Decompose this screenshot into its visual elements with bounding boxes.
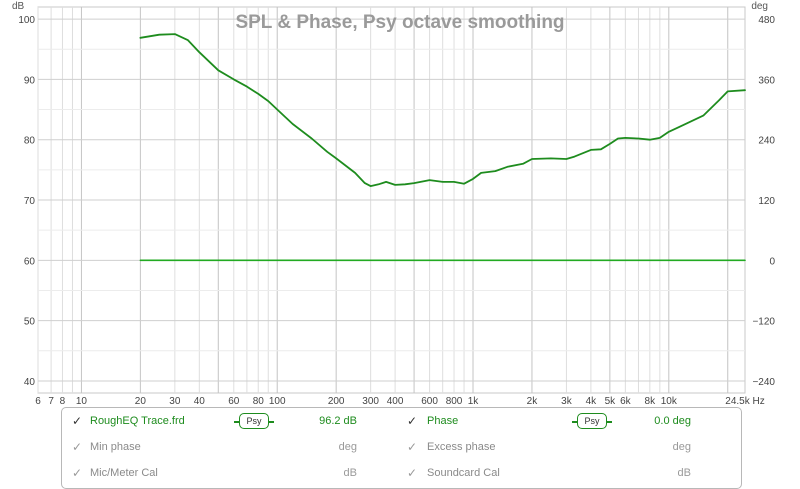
- y-right-tick-label: 120: [758, 196, 775, 207]
- phase-psy-button[interactable]: Psy: [577, 413, 607, 429]
- x-tick-label: 300: [362, 396, 379, 407]
- y-left-tick-label: 70: [24, 196, 36, 207]
- y-right-tick-label: 480: [758, 15, 775, 26]
- trace-value: 96.2 dB: [319, 415, 357, 427]
- x-tick-label: 3k: [561, 396, 573, 407]
- min-phase-label: Min phase: [90, 441, 141, 453]
- y-right-tick-label: 0: [769, 256, 775, 267]
- mic-cal-value: dB: [343, 467, 357, 479]
- y-left-tick-label: 100: [18, 15, 35, 26]
- soundcard-cal-checkbox[interactable]: ✓: [407, 466, 418, 480]
- phase-label: Phase: [427, 415, 459, 427]
- y-left-tick-label: 60: [24, 256, 36, 267]
- legend-row-cal: ✓ Mic/Meter Cal dB ✓ Soundcard Cal dB: [62, 464, 741, 486]
- x-tick-label: 24.5k Hz: [725, 396, 764, 407]
- x-tick-label: 5k: [605, 396, 617, 407]
- x-tick-label: 20: [135, 396, 147, 407]
- x-tick-label: 100: [269, 396, 286, 407]
- legend-row-min-phase: ✓ Min phase deg ✓ Excess phase deg: [62, 438, 741, 460]
- phase-checkbox[interactable]: ✓: [407, 414, 418, 428]
- legend-panel: ✓ RoughEQ Trace.frd Psy 96.2 dB ✓ Phase …: [61, 407, 742, 489]
- chart-ticks: 6 7 8 10 20 30 40 60 80 100 200 300 400 600 800 1k 2k 3k 4…: [18, 15, 775, 407]
- mic-cal-label: Mic/Meter Cal: [90, 467, 158, 479]
- chart-series: [139, 33, 746, 262]
- y-left-tick-label: 90: [24, 75, 36, 86]
- left-unit-label: dB: [12, 1, 25, 12]
- y-left-tick-label: 40: [24, 377, 36, 388]
- x-tick-label: 8: [60, 396, 66, 407]
- x-tick-label: 1k: [468, 396, 480, 407]
- x-tick-label: 200: [328, 396, 345, 407]
- x-tick-label: 10: [76, 396, 88, 407]
- y-right-tick-label: 360: [758, 75, 775, 86]
- x-tick-label: 60: [228, 396, 240, 407]
- soundcard-cal-value: dB: [677, 467, 691, 479]
- x-tick-label: 600: [421, 396, 438, 407]
- spl-trace-line: [139, 33, 746, 188]
- x-tick-label: 800: [446, 396, 463, 407]
- legend-row-trace: ✓ RoughEQ Trace.frd Psy 96.2 dB ✓ Phase …: [62, 412, 741, 434]
- excess-phase-value: deg: [672, 441, 691, 453]
- right-unit-label: deg: [751, 1, 768, 12]
- trace-smoothing-control[interactable]: Psy: [234, 412, 274, 430]
- soundcard-cal-label: Soundcard Cal: [427, 467, 500, 479]
- y-left-tick-label: 80: [24, 136, 36, 147]
- y-right-tick-label: 240: [758, 136, 775, 147]
- y-right-tick-label: −240: [752, 377, 775, 388]
- x-tick-label: 2k: [527, 396, 539, 407]
- trace-psy-button[interactable]: Psy: [239, 413, 269, 429]
- x-tick-label: 7: [48, 396, 54, 407]
- phase-value: 0.0 deg: [654, 415, 691, 427]
- x-tick-label: 400: [387, 396, 404, 407]
- trace-checkbox[interactable]: ✓: [72, 414, 83, 428]
- min-phase-checkbox[interactable]: ✓: [72, 440, 83, 454]
- mic-cal-checkbox[interactable]: ✓: [72, 466, 83, 480]
- min-phase-value: deg: [338, 441, 357, 453]
- chart-grid: [37, 6, 746, 394]
- spl-phase-chart: 6 7 8 10 20 30 40 60 80 100 200 300 400 600 800 1k 2k 3k 4…: [12, 1, 775, 407]
- chart-title: SPL & Phase, Psy octave smoothing: [235, 12, 564, 33]
- excess-phase-label: Excess phase: [427, 441, 496, 453]
- y-right-tick-label: −120: [752, 317, 775, 328]
- phase-smoothing-control[interactable]: Psy: [572, 412, 612, 430]
- x-tick-label: 10k: [661, 396, 678, 407]
- trace-label: RoughEQ Trace.frd: [90, 415, 185, 427]
- x-tick-label: 80: [253, 396, 265, 407]
- x-tick-label: 6: [35, 396, 41, 407]
- x-tick-label: 8k: [645, 396, 657, 407]
- x-tick-label: 30: [169, 396, 181, 407]
- excess-phase-checkbox[interactable]: ✓: [407, 440, 418, 454]
- x-tick-label: 40: [194, 396, 206, 407]
- x-tick-label: 6k: [620, 396, 632, 407]
- y-left-tick-label: 50: [24, 317, 36, 328]
- x-tick-label: 4k: [586, 396, 598, 407]
